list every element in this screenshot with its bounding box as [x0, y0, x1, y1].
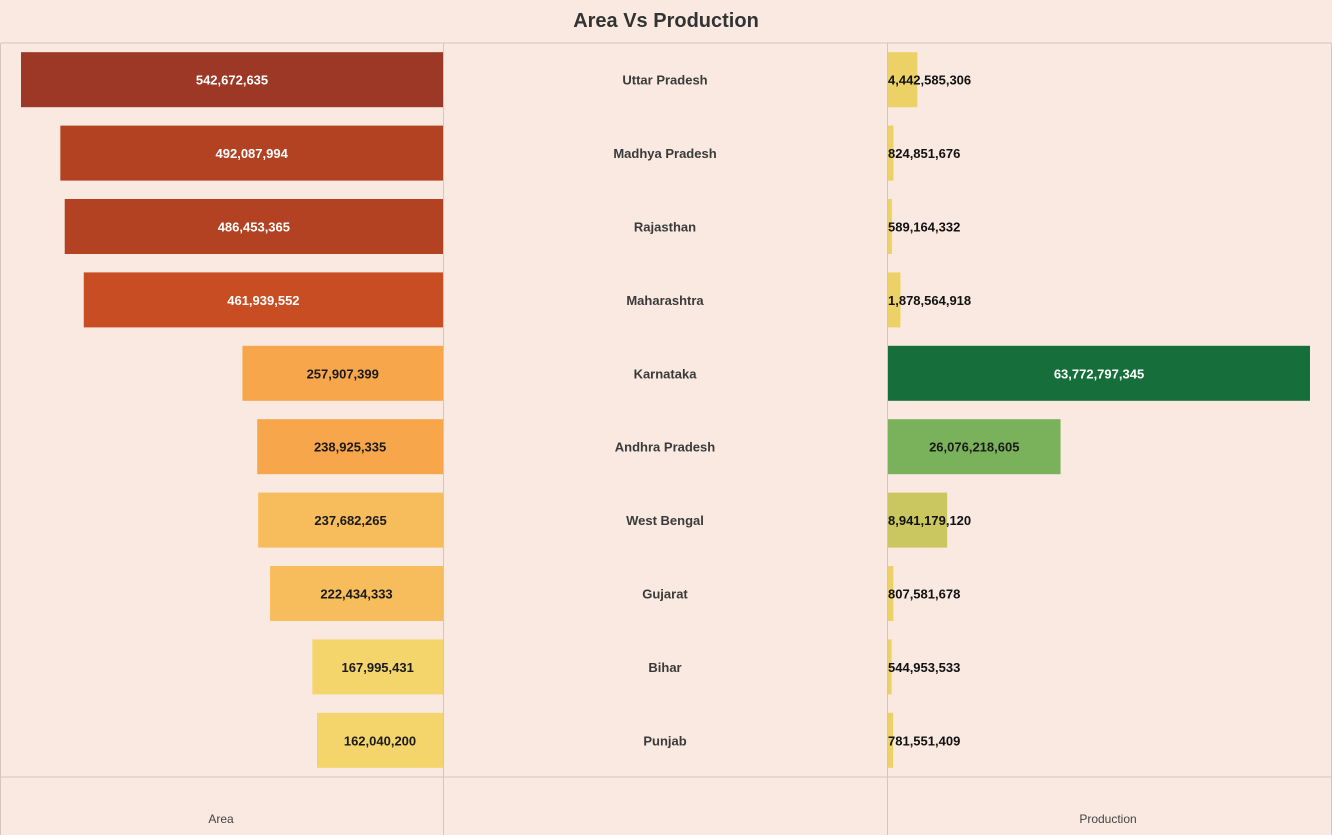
area-value-label: 542,672,635: [196, 73, 268, 88]
production-bar: [888, 272, 901, 328]
area-value-label: 222,434,333: [320, 587, 392, 602]
area-bar: [21, 52, 443, 108]
production-bar: [888, 125, 894, 181]
production-bar: [888, 419, 1061, 475]
production-value-label: 26,076,218,605: [929, 440, 1019, 455]
production-bar: [888, 52, 918, 108]
production-value-label: 807,581,678: [888, 587, 960, 602]
area-bar: [258, 492, 443, 548]
production-value-label: 4,442,585,306: [888, 73, 971, 88]
area-value-label: 167,995,431: [342, 660, 414, 675]
area-bar: [83, 272, 443, 328]
production-value-label: 544,953,533: [888, 660, 960, 675]
production-value-label: 781,551,409: [888, 733, 960, 748]
area-bar: [316, 712, 443, 768]
state-label: Maharashtra: [626, 293, 704, 308]
x-axis-label-area: Area: [208, 812, 234, 826]
area-bar: [242, 345, 443, 401]
state-label: Madhya Pradesh: [613, 146, 716, 161]
area-value-label: 237,682,265: [314, 513, 386, 528]
x-axis-label-production: Production: [1079, 812, 1136, 826]
area-value-label: 492,087,994: [216, 146, 289, 161]
state-label: Rajasthan: [634, 220, 696, 235]
state-label: Andhra Pradesh: [615, 440, 715, 455]
area-value-label: 238,925,335: [314, 440, 386, 455]
chart-title: Area Vs Production: [573, 10, 759, 32]
area-bar: [64, 199, 443, 254]
production-value-label: 8,941,179,120: [888, 513, 971, 528]
state-label: West Bengal: [626, 513, 704, 528]
production-value-label: 589,164,332: [888, 220, 960, 235]
production-bar: [888, 345, 1310, 401]
production-value-label: 1,878,564,918: [888, 293, 971, 308]
area-bar: [257, 419, 443, 475]
state-label: Karnataka: [634, 366, 698, 381]
area-value-label: 162,040,200: [344, 733, 416, 748]
state-label: Uttar Pradesh: [622, 73, 707, 88]
area-bar: [312, 639, 443, 695]
production-bar: [888, 492, 948, 548]
production-bar: [888, 566, 894, 621]
production-value-label: 824,851,676: [888, 146, 960, 161]
production-value-label: 63,772,797,345: [1054, 366, 1144, 381]
area-value-label: 486,453,365: [218, 220, 290, 235]
state-label: Gujarat: [642, 587, 688, 602]
area-bar: [270, 566, 443, 621]
area-value-label: 257,907,399: [307, 366, 379, 381]
state-label: Bihar: [648, 660, 681, 675]
production-bar: [888, 639, 892, 695]
production-bar: [888, 199, 892, 254]
state-label: Punjab: [643, 733, 686, 748]
production-bar: [888, 712, 894, 768]
area-bar: [60, 125, 443, 181]
area-value-label: 461,939,552: [227, 293, 299, 308]
